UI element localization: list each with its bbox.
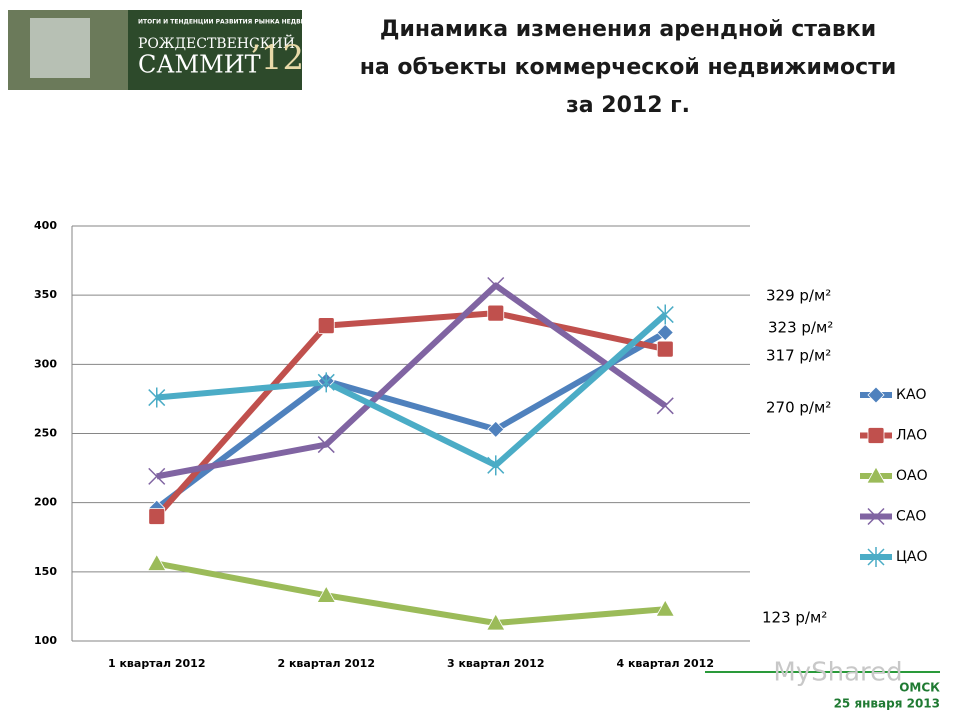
x-tick-label: 3 квартал 2012	[447, 657, 545, 670]
footer-date: 25 января 2013	[834, 697, 940, 711]
annotation: 317 р/м²	[766, 347, 831, 365]
marker	[317, 436, 335, 454]
series-line	[154, 329, 667, 511]
series-line	[156, 560, 666, 627]
x-tick-label: 2 квартал 2012	[277, 657, 375, 670]
footer-city: ОМСК	[899, 681, 940, 695]
legend-label: КАО	[896, 387, 927, 403]
marker	[487, 276, 505, 295]
marker	[656, 397, 674, 415]
marker	[148, 387, 166, 408]
legend-label: ОАО	[896, 468, 928, 484]
logo: ИТОГИ И ТЕНДЕНЦИИ РАЗВИТИЯ РЫНКА НЕДВИЖИ…	[8, 10, 343, 90]
logo-year: ’12	[250, 38, 304, 78]
marker	[148, 467, 166, 485]
series-line	[154, 310, 666, 519]
logo-building	[30, 18, 90, 78]
marker	[656, 323, 674, 342]
chart-title: Динамика изменения арендной ставки	[380, 17, 876, 42]
marker	[317, 372, 335, 393]
marker	[656, 304, 674, 325]
legend-label: САО	[896, 509, 926, 525]
y-tick-label: 300	[34, 357, 57, 370]
y-tick-label: 150	[34, 565, 57, 578]
legend-marker	[867, 507, 885, 526]
marker	[655, 599, 675, 617]
x-tick-label: 1 квартал 2012	[108, 657, 206, 670]
marker	[148, 508, 166, 525]
legend-marker	[867, 547, 885, 567]
footer: MyShared ОМСК 25 января 2013	[705, 658, 940, 711]
chart-title: на объекты коммерческой недвижимости	[360, 55, 897, 80]
marker	[147, 553, 167, 571]
legend-label: ЦАО	[896, 549, 927, 565]
marker	[487, 420, 505, 438]
chart-title: за 2012 г.	[566, 93, 690, 118]
legend-marker	[866, 466, 886, 484]
logo-name: САММИТ	[138, 51, 261, 79]
y-tick-label: 350	[34, 288, 57, 301]
x-tick-label: 4 квартал 2012	[616, 657, 714, 670]
y-tick-label: 250	[34, 427, 57, 440]
marker	[487, 455, 505, 476]
annotation: 323 р/м²	[768, 319, 833, 337]
marker	[487, 304, 505, 322]
marker	[486, 613, 506, 631]
y-tick-label: 100	[34, 634, 57, 647]
marker	[316, 585, 336, 603]
legend-marker	[867, 427, 885, 444]
series-line	[156, 282, 667, 480]
y-tick-label: 200	[34, 496, 57, 509]
marker	[656, 340, 674, 358]
y-tick-label: 400	[34, 219, 57, 232]
series-line	[156, 312, 668, 469]
annotation: 270 р/м²	[766, 399, 831, 417]
logo-line: ИТОГИ И ТЕНДЕНЦИИ РАЗВИТИЯ РЫНКА НЕДВИЖИ…	[138, 19, 343, 26]
annotation: 123 р/м²	[762, 609, 827, 627]
annotation: 329 р/м²	[766, 287, 831, 305]
legend-label: ЛАО	[896, 428, 927, 444]
legend-marker	[867, 386, 885, 404]
logo-name: РОЖДЕСТВЕНСКИЙ	[138, 33, 295, 52]
watermark: MyShared	[773, 658, 902, 688]
marker	[317, 317, 335, 335]
